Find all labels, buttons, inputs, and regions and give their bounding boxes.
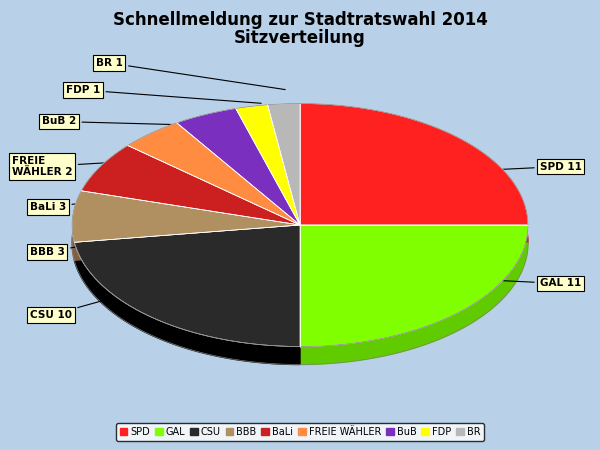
Text: Sitzverteilung: Sitzverteilung xyxy=(234,29,366,47)
Text: GAL 11: GAL 11 xyxy=(471,279,581,288)
Polygon shape xyxy=(74,225,300,346)
Text: FREIE
WÄHLER 2: FREIE WÄHLER 2 xyxy=(12,156,195,177)
Text: BR 1: BR 1 xyxy=(96,58,285,90)
Polygon shape xyxy=(268,104,300,225)
Legend: SPD, GAL, CSU, BBB, BaLi, FREIE WÄHLER, BuB, FDP, BR: SPD, GAL, CSU, BBB, BaLi, FREIE WÄHLER, … xyxy=(116,423,484,441)
Text: FDP 1: FDP 1 xyxy=(66,85,261,104)
Polygon shape xyxy=(300,122,528,243)
Polygon shape xyxy=(300,104,528,225)
Polygon shape xyxy=(300,225,528,346)
Polygon shape xyxy=(300,243,528,365)
Polygon shape xyxy=(236,105,300,225)
Polygon shape xyxy=(236,123,300,243)
Polygon shape xyxy=(72,209,300,260)
Text: BuB 2: BuB 2 xyxy=(42,117,225,126)
Polygon shape xyxy=(128,123,300,225)
Polygon shape xyxy=(74,243,300,365)
Text: BaLi 3: BaLi 3 xyxy=(30,194,165,212)
Text: Schnellmeldung zur Stadtratswahl 2014: Schnellmeldung zur Stadtratswahl 2014 xyxy=(113,11,487,29)
Text: SPD 11: SPD 11 xyxy=(471,162,582,171)
Polygon shape xyxy=(177,126,300,243)
Polygon shape xyxy=(81,163,300,243)
Polygon shape xyxy=(177,108,300,225)
Polygon shape xyxy=(81,145,300,225)
Polygon shape xyxy=(72,191,300,242)
Polygon shape xyxy=(268,122,300,243)
Text: BBB 3: BBB 3 xyxy=(30,234,147,257)
Polygon shape xyxy=(128,141,300,243)
Text: CSU 10: CSU 10 xyxy=(30,293,130,320)
